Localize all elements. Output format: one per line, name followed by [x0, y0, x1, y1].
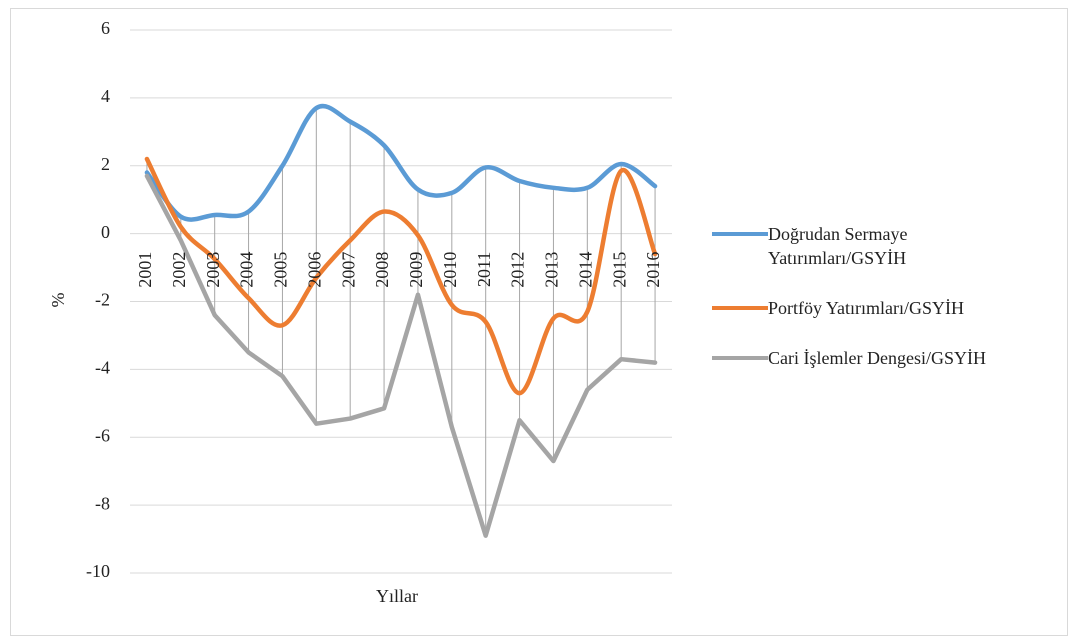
y-axis-label: %: [48, 293, 68, 308]
legend-swatch: [712, 306, 768, 310]
y-tick-label: -6: [95, 425, 110, 445]
x-tick-label: 2009: [406, 252, 426, 288]
legend-entry: Doğrudan Sermaye Yatırımları/GSYİH: [712, 222, 1052, 270]
x-tick-label: 2016: [643, 252, 663, 288]
legend-entry: Portföy Yatırımları/GSYİH: [712, 296, 1052, 320]
y-tick-label: 2: [101, 154, 110, 174]
series-line: [144, 156, 658, 396]
legend-label: Portföy Yatırımları/GSYİH: [768, 298, 965, 318]
series-line: [144, 173, 658, 538]
x-axis-label: Yıllar: [376, 586, 418, 606]
legend-swatch: [712, 356, 768, 360]
legend-entry: Cari İşlemler Dengesi/GSYİH: [712, 346, 1052, 370]
legend-label: Cari İşlemler Dengesi/GSYİH: [768, 348, 986, 368]
x-tick-label: 2003: [203, 252, 223, 288]
x-tick-label: 2001: [135, 252, 155, 288]
x-tick-label: 2004: [237, 252, 257, 288]
legend-swatch: [712, 232, 768, 236]
x-tick-label: 2011: [474, 252, 494, 287]
chart-border: [10, 8, 1068, 636]
y-tick-label: -2: [95, 290, 110, 310]
x-tick-label: 2012: [508, 252, 528, 288]
legend: Doğrudan Sermaye Yatırımları/GSYİH Portfö…: [712, 222, 1052, 396]
x-tick-label: 2007: [338, 252, 358, 288]
x-tick-label: 2013: [542, 252, 562, 288]
y-tick-label: 4: [101, 86, 110, 106]
y-tick-label: 0: [101, 222, 110, 242]
x-tick-label: 2005: [271, 252, 291, 288]
x-tick-label: 2015: [609, 252, 629, 288]
x-tick-label: 2008: [372, 252, 392, 288]
x-tick-label: 2010: [440, 252, 460, 288]
y-tick-label: -8: [95, 493, 110, 513]
x-tick-label: 2006: [304, 252, 324, 288]
y-tick-label: -10: [86, 561, 110, 581]
y-tick-label: 6: [101, 18, 110, 38]
x-tick-label: 2014: [575, 252, 595, 288]
x-tick-label: 2002: [169, 252, 189, 288]
series-line: [144, 103, 658, 222]
y-tick-label: -4: [95, 358, 110, 378]
legend-label: Doğrudan Sermaye Yatırımları/GSYİH: [768, 224, 908, 268]
